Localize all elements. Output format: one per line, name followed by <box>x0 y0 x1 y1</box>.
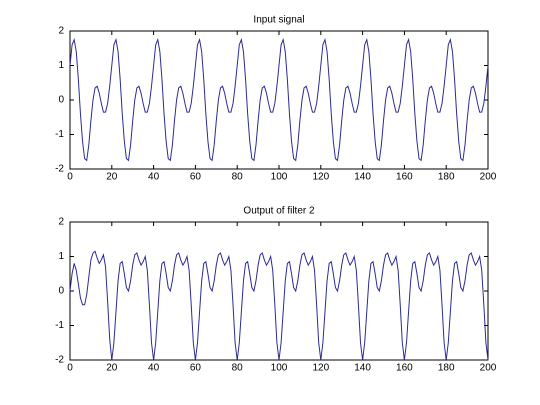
y-tick-label: -1 <box>55 129 64 140</box>
x-tick-label: 160 <box>396 363 413 374</box>
y-tick-label: 2 <box>58 26 64 37</box>
x-tick-label: 40 <box>148 363 160 374</box>
x-tick-label: 180 <box>438 172 455 183</box>
x-tick-label: 0 <box>67 172 73 183</box>
x-tick-label: 120 <box>312 363 329 374</box>
x-tick-label: 60 <box>190 363 202 374</box>
chart-title: Input signal <box>253 15 304 26</box>
x-tick-label: 160 <box>396 172 413 183</box>
x-tick-label: 20 <box>106 363 118 374</box>
x-tick-label: 140 <box>354 172 371 183</box>
x-tick-label: 80 <box>232 363 244 374</box>
y-tick-label: -2 <box>55 164 64 175</box>
y-tick-label: 1 <box>58 251 64 262</box>
x-tick-label: 120 <box>312 172 329 183</box>
signal-line <box>69 37 489 162</box>
signal-line <box>69 250 489 361</box>
x-tick-label: 80 <box>232 172 244 183</box>
y-tick-label: -2 <box>55 355 64 366</box>
x-tick-label: 20 <box>106 172 118 183</box>
x-tick-label: 100 <box>271 363 288 374</box>
x-tick-label: 200 <box>480 363 497 374</box>
y-tick-label: 1 <box>58 60 64 71</box>
x-tick-label: 40 <box>148 172 160 183</box>
axes-frame <box>69 30 489 170</box>
x-tick-label: 100 <box>271 172 288 183</box>
y-tick-label: 0 <box>58 95 64 106</box>
x-tick-label: 60 <box>190 172 202 183</box>
chart-title: Output of filter 2 <box>243 206 315 217</box>
y-tick-label: 2 <box>58 217 64 228</box>
x-tick-label: 180 <box>438 363 455 374</box>
x-tick-label: 0 <box>67 363 73 374</box>
y-tick-label: 0 <box>58 286 64 297</box>
axes-frame <box>69 221 489 361</box>
y-tick-label: -1 <box>55 320 64 331</box>
x-tick-label: 140 <box>354 363 371 374</box>
x-tick-label: 200 <box>480 172 497 183</box>
